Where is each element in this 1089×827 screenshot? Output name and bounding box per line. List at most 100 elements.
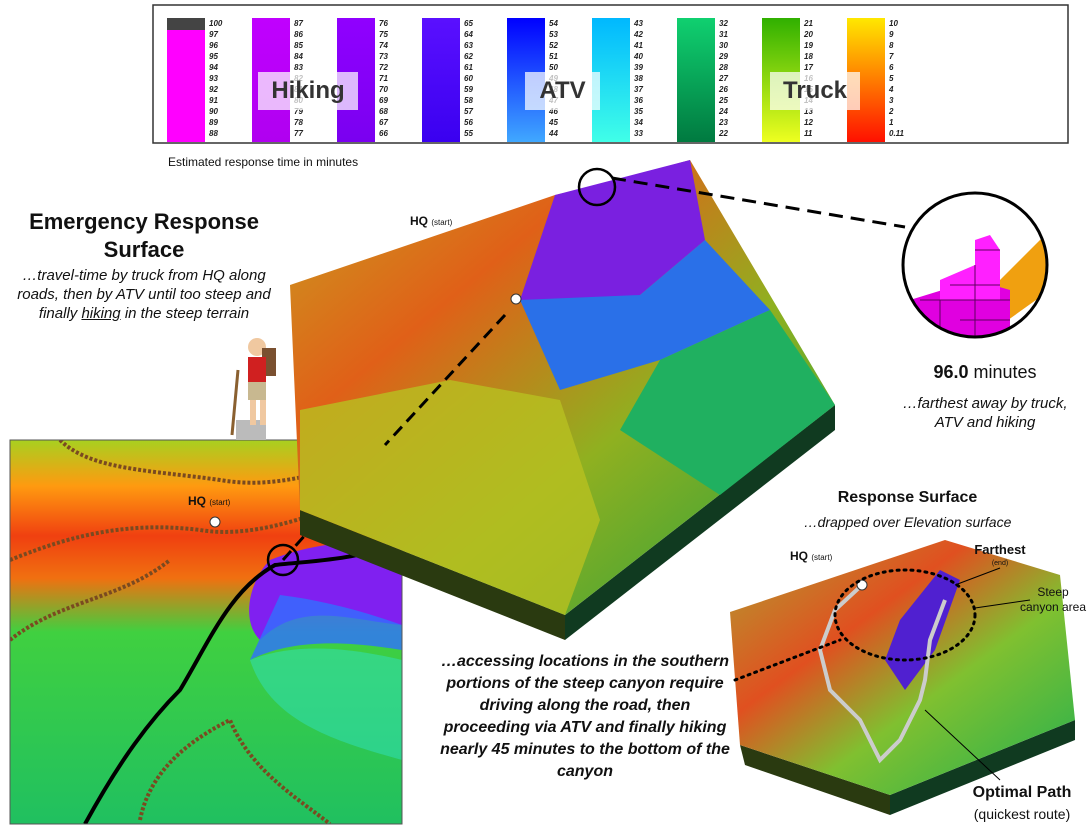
legend-label: 68 (379, 107, 388, 116)
legend-label: 1 (889, 118, 894, 127)
legend-label: 28 (718, 63, 728, 72)
legend-swatch (422, 18, 460, 142)
legend-label: 61 (464, 63, 473, 72)
terrain-small (730, 540, 1075, 815)
hq-note: (start) (431, 218, 452, 227)
access-note: …accessing locations in the southern por… (440, 651, 730, 783)
legend-label: 86 (294, 30, 303, 39)
description: …travel-time by truck from HQ along road… (8, 266, 280, 323)
legend-label: 77 (294, 129, 303, 138)
unit: minutes (974, 362, 1037, 382)
legend-label: 34 (634, 118, 643, 127)
legend-label: 41 (633, 41, 643, 50)
legend-label: 10 (889, 19, 898, 28)
legend-caption: Estimated response time in minutes (168, 155, 358, 169)
title: Emergency Response Surface (0, 208, 288, 264)
page: 1009796959493929190898887868584838281807… (0, 0, 1089, 827)
end-label: (end) (980, 560, 1020, 567)
legend-label: 78 (294, 118, 303, 127)
hq: HQ (790, 549, 808, 563)
legend-label: 75 (379, 30, 388, 39)
legend-label: 29 (718, 52, 728, 61)
farthest-label: Farthest (960, 542, 1040, 557)
legend-label: 39 (634, 63, 643, 72)
legend-label: 20 (803, 30, 813, 39)
legend-label: 40 (633, 52, 643, 61)
group-label: ATV (525, 72, 600, 110)
legend-label: 90 (209, 107, 218, 116)
legend-label: 45 (548, 118, 558, 127)
legend-label: 92 (209, 85, 218, 94)
legend-label: 8 (889, 41, 894, 50)
legend-label: 22 (718, 129, 728, 138)
legend-label: 96 (209, 41, 218, 50)
group-label: Hiking (258, 72, 358, 110)
legend-label: 88 (209, 129, 218, 138)
legend-label: 4 (888, 85, 894, 94)
legend-label: 87 (294, 19, 303, 28)
hq-label: HQ (start) (410, 214, 452, 228)
legend-label: 30 (719, 41, 728, 50)
legend-swatch (167, 18, 205, 142)
legend-label: 97 (209, 30, 218, 39)
legend-label: 91 (209, 96, 218, 105)
legend-label: 76 (379, 19, 388, 28)
legend-label: 66 (379, 129, 388, 138)
legend-label: 53 (549, 30, 558, 39)
legend-label: 73 (379, 52, 388, 61)
zoom-view (900, 190, 1050, 340)
legend-label: 11 (804, 129, 813, 138)
legend-label: 42 (633, 30, 643, 39)
legend-label: 54 (549, 19, 558, 28)
legend-label: 56 (464, 118, 473, 127)
legend-label: 6 (889, 63, 894, 72)
legend-label: 31 (719, 30, 728, 39)
legend-label: 25 (718, 96, 728, 105)
hq-label: HQ (start) (188, 494, 230, 508)
legend-label: 69 (379, 96, 388, 105)
legend-label: 21 (803, 19, 813, 28)
legend-label: 7 (889, 52, 894, 61)
legend-label: 32 (719, 19, 728, 28)
legend-label: 38 (634, 74, 643, 83)
legend-label: 51 (549, 52, 558, 61)
description-emphasis: hiking (81, 305, 120, 322)
legend-label: 12 (804, 118, 813, 127)
legend-label: 62 (464, 52, 473, 61)
legend-label: 23 (718, 118, 728, 127)
legend-label: 0.11 (889, 129, 905, 138)
legend-label: 72 (379, 63, 388, 72)
hiker (232, 338, 276, 440)
group-label: Truck (770, 72, 860, 110)
legend-label: 35 (634, 107, 643, 116)
legend-swatch (677, 18, 715, 142)
legend-label: 67 (379, 118, 388, 127)
steep-label: Steep canyon area (1018, 585, 1088, 615)
legend-label: 33 (634, 129, 643, 138)
legend-label: 74 (379, 41, 388, 50)
legend-label: 100 (209, 19, 223, 28)
hq-note: (start) (811, 553, 832, 562)
legend-label: 57 (464, 107, 473, 116)
optimal-label: Optimal Path (955, 784, 1089, 802)
legend-label: 85 (294, 41, 303, 50)
legend-label: 52 (549, 41, 558, 50)
legend-label: 65 (464, 19, 473, 28)
description-text: in the steep terrain (125, 305, 249, 322)
legend-label: 44 (548, 129, 558, 138)
legend-label: 36 (634, 96, 643, 105)
hq: HQ (188, 494, 206, 508)
response-subtitle: …drapped over Elevation surface (770, 514, 1045, 530)
quickest-label: (quickest route) (955, 806, 1089, 822)
legend-label: 83 (294, 63, 303, 72)
legend-label: 63 (464, 41, 473, 50)
legend-label: 59 (464, 85, 473, 94)
legend-label: 2 (888, 107, 894, 116)
legend-label: 95 (209, 52, 218, 61)
legend-label: 3 (889, 96, 894, 105)
legend-label: 26 (718, 85, 728, 94)
hq-note: (start) (209, 498, 230, 507)
legend-label: 43 (633, 19, 643, 28)
legend-label: 70 (379, 85, 388, 94)
legend-label: 37 (634, 85, 643, 94)
